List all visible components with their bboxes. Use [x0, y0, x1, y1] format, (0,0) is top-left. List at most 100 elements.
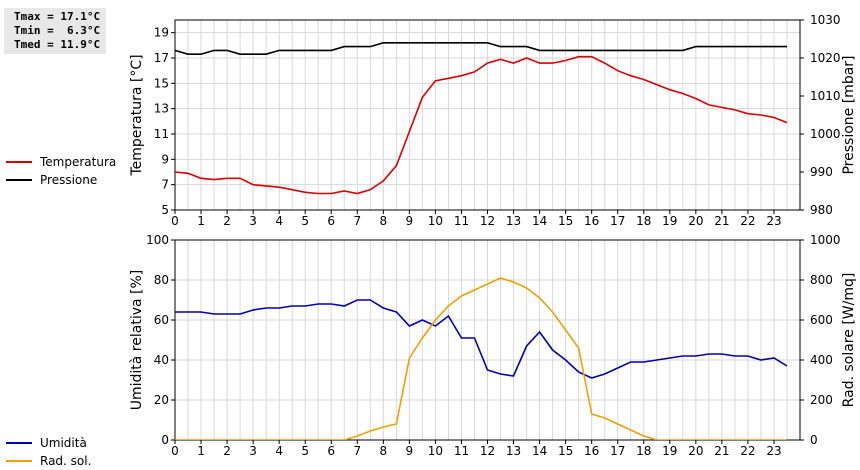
y-axis-label: Temperatura [°C] — [129, 54, 145, 176]
x-tick-label: 12 — [480, 444, 495, 458]
x-tick-label: 1 — [197, 444, 205, 458]
x-tick-label: 16 — [584, 444, 599, 458]
legend-item-umidita: Umidità — [6, 434, 91, 452]
x-tick-label: 8 — [380, 444, 388, 458]
x-tick-label: 22 — [740, 214, 755, 228]
x-tick-label: 18 — [636, 444, 651, 458]
y-tick-label: 5 — [161, 203, 169, 217]
y-right-tick-label: 200 — [810, 393, 833, 407]
y-right-axis-label: Pressione [mbar] — [841, 55, 857, 174]
legend-swatch — [6, 460, 32, 462]
x-tick-label: 0 — [171, 214, 179, 228]
y-right-tick-label: 980 — [810, 203, 833, 217]
y-right-tick-label: 800 — [810, 273, 833, 287]
series-line-rad-sol- — [175, 277, 787, 440]
y-right-tick-label: 1000 — [810, 127, 841, 141]
x-tick-label: 22 — [740, 444, 755, 458]
y-tick-label: 100 — [146, 233, 169, 247]
y-right-tick-label: 1030 — [810, 13, 841, 27]
legend-label: Temperatura — [40, 155, 117, 169]
chart-panel-0: 0 1 2 3 4 5 6 7 8 9 10 11 12 13 14 15 16 17 18 19 20 21 22 2357… — [129, 13, 857, 228]
x-tick-label: 10 — [428, 214, 443, 228]
x-tick-label: 7 — [353, 214, 361, 228]
y-right-tick-label: 1010 — [810, 89, 841, 103]
x-tick-label: 1 — [197, 214, 205, 228]
x-tick-label: 23 — [766, 214, 781, 228]
legend-swatch — [6, 179, 32, 181]
y-tick-label: 0 — [161, 433, 169, 447]
y-right-tick-label: 0 — [810, 433, 818, 447]
x-tick-label: 6 — [327, 214, 335, 228]
x-tick-label: 5 — [301, 444, 309, 458]
legend-item-temperatura: Temperatura — [6, 153, 116, 171]
y-tick-label: 20 — [154, 393, 169, 407]
x-tick-label: 7 — [353, 444, 361, 458]
y-tick-label: 9 — [161, 152, 169, 166]
y-right-tick-label: 400 — [810, 353, 833, 367]
x-tick-label: 10 — [428, 444, 443, 458]
y-right-tick-label: 600 — [810, 313, 833, 327]
x-tick-label: 11 — [454, 444, 469, 458]
x-tick-label: 18 — [636, 214, 651, 228]
y-tick-label: 80 — [154, 273, 169, 287]
chart-panel-1: 0 1 2 3 4 5 6 7 8 9 10 11 12 13 14 15 16 17 18 19 20 21 22 2302… — [129, 233, 857, 458]
x-tick-label: 9 — [406, 444, 414, 458]
y-tick-label: 17 — [154, 51, 169, 65]
legend-swatch — [6, 442, 32, 444]
y-tick-label: 13 — [154, 102, 169, 116]
y-tick-label: 11 — [154, 127, 169, 141]
legend-top: Temperatura Pressione — [6, 153, 116, 189]
legend-label: Umidità — [40, 436, 87, 450]
x-tick-label: 5 — [301, 214, 309, 228]
legend-swatch — [6, 161, 32, 163]
x-tick-label: 4 — [275, 214, 283, 228]
x-tick-label: 3 — [249, 444, 257, 458]
x-tick-label: 17 — [610, 444, 625, 458]
x-tick-label: 4 — [275, 444, 283, 458]
y-right-tick-label: 1020 — [810, 51, 841, 65]
x-tick-label: 11 — [454, 214, 469, 228]
y-right-tick-label: 1000 — [810, 233, 841, 247]
x-tick-label: 6 — [327, 444, 335, 458]
x-tick-label: 14 — [532, 214, 547, 228]
y-axis-label: Umidità relativa [%] — [129, 270, 145, 411]
x-tick-label: 2 — [223, 214, 231, 228]
x-tick-label: 13 — [506, 444, 521, 458]
x-tick-label: 15 — [558, 214, 573, 228]
x-tick-label: 20 — [688, 214, 703, 228]
x-tick-label: 17 — [610, 214, 625, 228]
x-tick-label: 3 — [249, 214, 257, 228]
y-tick-label: 60 — [154, 313, 169, 327]
x-tick-label: 13 — [506, 214, 521, 228]
y-tick-label: 40 — [154, 353, 169, 367]
x-tick-label: 8 — [380, 214, 388, 228]
x-tick-label: 12 — [480, 214, 495, 228]
legend-item-pressione: Pressione — [6, 171, 116, 189]
y-right-tick-label: 990 — [810, 165, 833, 179]
series-line-temperatura — [175, 55, 788, 195]
x-tick-label: 16 — [584, 214, 599, 228]
x-tick-label: 19 — [662, 214, 677, 228]
x-tick-label: 9 — [406, 214, 414, 228]
y-tick-label: 7 — [161, 178, 169, 192]
x-tick-label: 2 — [223, 444, 231, 458]
stats-box: Tmax = 17.1°C Tmin = 6.3°C Tmed = 11.9°C — [4, 8, 106, 54]
y-tick-label: 19 — [154, 26, 169, 40]
tmax-label: Tmax = 17.1°C — [14, 10, 101, 23]
x-tick-label: 19 — [662, 444, 677, 458]
series-line-pressione — [175, 41, 787, 56]
tmed-label: Tmed = 11.9°C — [14, 38, 101, 51]
x-tick-label: 21 — [714, 444, 729, 458]
series-line-umidit- — [175, 299, 788, 379]
y-tick-label: 15 — [154, 76, 169, 90]
x-tick-label: 0 — [171, 444, 179, 458]
x-tick-label: 15 — [558, 444, 573, 458]
weather-charts: 0 1 2 3 4 5 6 7 8 9 10 11 12 13 14 15 16 17 18 19 20 21 22 2357… — [129, 13, 857, 458]
x-tick-label: 23 — [766, 444, 781, 458]
y-right-axis-label: Rad. solare [W/mq] — [841, 273, 857, 408]
tmin-label: Tmin = 6.3°C — [14, 24, 101, 37]
x-tick-label: 20 — [688, 444, 703, 458]
legend-label: Pressione — [40, 173, 98, 187]
x-tick-label: 21 — [714, 214, 729, 228]
x-tick-label: 14 — [532, 444, 547, 458]
